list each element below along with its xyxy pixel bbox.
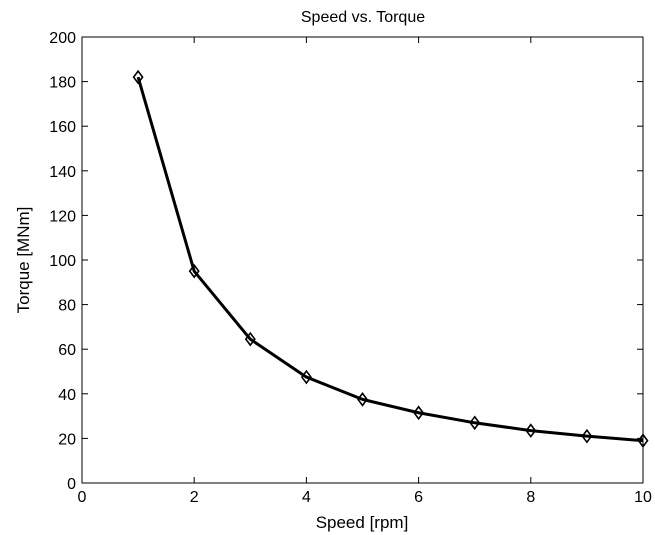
y-tick-label: 200: [49, 30, 76, 47]
y-tick-label: 80: [58, 298, 76, 315]
x-tick-label: 2: [190, 489, 199, 506]
y-tick-label: 120: [49, 208, 76, 225]
x-tick-label: 0: [78, 489, 87, 506]
series-layer: [132, 69, 649, 448]
data-point-marker: [300, 369, 312, 385]
series-line: [136, 76, 644, 443]
data-point-marker: [357, 392, 368, 407]
data-point-marker: [469, 415, 481, 431]
data-point-marker: [525, 423, 537, 438]
x-axis-ticks: 0 2 4 6 8 10: [78, 37, 652, 506]
y-tick-label: 180: [49, 75, 76, 92]
y-tick-label: 160: [49, 119, 76, 136]
x-tick-label: 8: [526, 489, 535, 506]
x-tick-label: 10: [634, 489, 652, 506]
y-tick-label: 20: [58, 431, 76, 448]
data-point-marker: [244, 331, 256, 347]
y-tick-label: 40: [58, 387, 76, 404]
y-tick-label: 100: [49, 253, 76, 270]
data-point-marker: [637, 433, 649, 448]
chart-title: Speed vs. Torque: [301, 9, 425, 26]
x-tick-label: 4: [302, 489, 311, 506]
data-point-marker: [132, 69, 144, 85]
plot-frame: [81, 36, 644, 484]
y-axis-ticks: 0 20 40 60 80 100 120 140 160 180 200: [49, 30, 643, 493]
x-axis-label: Speed [rpm]: [316, 513, 409, 532]
data-point-marker: [413, 405, 425, 421]
plot-area-border: [81, 36, 644, 484]
y-tick-label: 140: [49, 164, 76, 181]
data-point-marker: [188, 263, 200, 279]
x-tick-label: 6: [414, 489, 423, 506]
data-point-marker: [581, 428, 593, 444]
y-tick-label: 60: [58, 342, 76, 359]
y-tick-label: 0: [67, 476, 76, 493]
y-axis-label: Torque [MNm]: [14, 207, 33, 314]
